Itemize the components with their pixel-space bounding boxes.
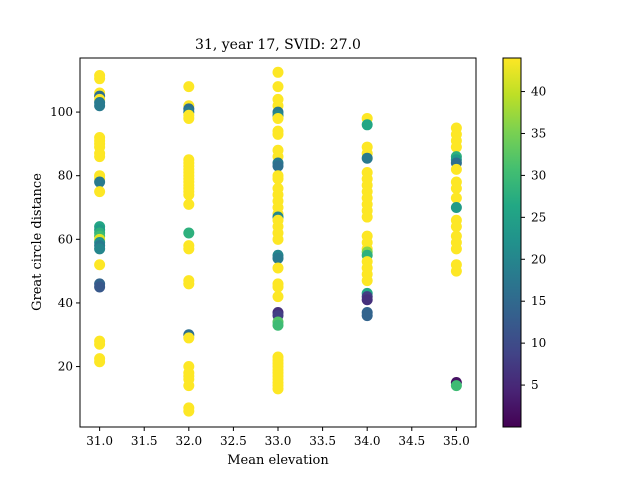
points-layer [94, 66, 462, 417]
scatter-point [272, 281, 284, 293]
scatter-point [183, 81, 195, 93]
scatter-point [183, 189, 195, 201]
scatter-point [272, 252, 284, 264]
scatter-point [361, 294, 373, 306]
scatter-point [272, 291, 284, 303]
colorbar-tick-label: 40 [531, 85, 546, 99]
scatter-point [94, 259, 106, 271]
x-axis-ticks: 31.0 31.5 32.0 32.5 33.0 33.5 34.0 34.5 35.0 [86, 427, 470, 448]
x-tick-label: 31.5 [131, 434, 158, 448]
colorbar-tick-label: 15 [531, 294, 546, 308]
colorbar-tick-label: 35 [531, 126, 546, 140]
scatter-point [94, 100, 106, 112]
scatter-point [94, 281, 106, 293]
colorbar-tick-label: 5 [531, 378, 539, 392]
scatter-point [272, 81, 284, 93]
x-tick-label: 34.5 [398, 434, 425, 448]
y-tick-label: 100 [50, 105, 73, 119]
colorbar [502, 57, 522, 428]
scatter-point [94, 338, 106, 350]
scatter-point [272, 262, 284, 274]
scatter-point [183, 332, 195, 344]
scatter-point [183, 380, 195, 392]
scatter-point [183, 198, 195, 210]
y-axis-ticks: 20 40 60 80 100 [50, 105, 80, 374]
scatter-point [183, 112, 195, 124]
scatter-point [361, 119, 373, 131]
colorbar-ticks: 5 10 15 20 25 30 35 40 [521, 85, 546, 392]
scatter-point [361, 152, 373, 164]
scatter-point [183, 405, 195, 417]
colorbar-tick-label: 20 [531, 252, 546, 266]
y-tick-label: 40 [58, 296, 73, 310]
x-tick-label: 32.5 [220, 434, 247, 448]
scatter-point [450, 163, 462, 175]
chart-title: 31, year 17, SVID: 27.0 [195, 37, 361, 53]
y-axis-label: Great circle distance [30, 173, 45, 311]
y-tick-label: 80 [58, 169, 73, 183]
x-tick-label: 31.0 [86, 434, 113, 448]
scatter-point [450, 182, 462, 194]
x-tick-label: 33.0 [265, 434, 292, 448]
scatter-point [94, 176, 106, 188]
scatter-point [361, 275, 373, 287]
scatter-point [183, 227, 195, 239]
scatter-point [94, 186, 106, 198]
scatter-point [183, 278, 195, 290]
scatter-point [450, 265, 462, 277]
colorbar-tick-label: 10 [531, 336, 546, 350]
x-tick-label: 34.0 [354, 434, 381, 448]
scatter-point [361, 211, 373, 223]
scatter-point [272, 128, 284, 140]
scatter-point [94, 243, 106, 255]
scatter-point [94, 73, 106, 85]
x-tick-label: 33.5 [309, 434, 336, 448]
scatter-point [183, 243, 195, 255]
scatter-point [361, 310, 373, 322]
scatter-point [272, 383, 284, 395]
scatter-point [272, 173, 284, 185]
x-axis-label: Mean elevation [227, 453, 329, 468]
scatter-point [272, 112, 284, 124]
scatter-point [450, 141, 462, 153]
scatter-point [272, 66, 284, 78]
scatter-point [272, 160, 284, 172]
scatter-point [450, 192, 462, 204]
colorbar-tick-label: 30 [531, 168, 546, 182]
scatter-point [450, 202, 462, 214]
x-tick-label: 35.0 [443, 434, 470, 448]
y-tick-label: 20 [58, 360, 73, 374]
scatter-point [450, 380, 462, 392]
y-tick-label: 60 [58, 232, 73, 246]
scatter-point [94, 151, 106, 163]
scatter-point [94, 356, 106, 368]
x-tick-label: 32.0 [175, 434, 202, 448]
scatter-point [450, 243, 462, 255]
scatter-point [450, 221, 462, 233]
scatter-point [272, 319, 284, 331]
colorbar-tick-label: 25 [531, 210, 546, 224]
scatter-point [272, 233, 284, 245]
